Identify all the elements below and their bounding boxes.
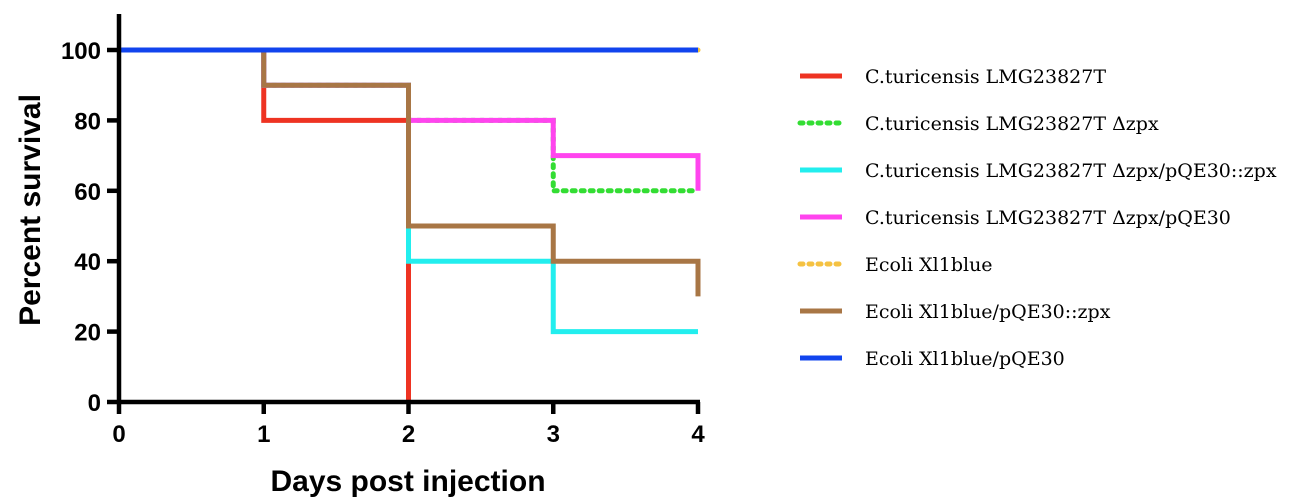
legend-label: Ecoli Xl1blue [865, 254, 993, 276]
legend-label: Ecoli Xl1blue/pQE30 [865, 348, 1065, 370]
legend-label: C.turicensis LMG23827T Δzpx/pQE30::zpx [865, 160, 1277, 182]
x-tick-label: 3 [547, 421, 560, 448]
series-line-6 [119, 47, 701, 297]
y-tick-label: 60 [74, 179, 101, 206]
legend-label: C.turicensis LMG23827T Δzpx [865, 113, 1159, 135]
legend: C.turicensis LMG23827T C.turicensis LMG23… [797, 66, 1277, 370]
y-tick-label: 80 [74, 108, 101, 135]
x-tick-label: 4 [691, 421, 705, 448]
y-tick-label: 20 [74, 320, 101, 347]
y-tick-label: 40 [74, 249, 101, 276]
series-layer [116, 47, 701, 402]
x-axis-title: Days post injection [270, 465, 545, 498]
legend-label: C.turicensis LMG23827T Δzpx/pQE30 [865, 207, 1231, 229]
legend-label: C.turicensis LMG23827T [865, 66, 1106, 88]
legend-label: Ecoli Xl1blue/pQE30::zpx [865, 301, 1111, 323]
x-tick-label: 1 [257, 421, 270, 448]
y-tick-label: 0 [88, 390, 101, 417]
y-axis-title: Percent survival [14, 94, 47, 326]
x-tick-label: 2 [402, 421, 415, 448]
series-line-1 [119, 47, 411, 402]
y-tick-label: 100 [61, 38, 101, 65]
x-tick-label: 0 [112, 421, 125, 448]
